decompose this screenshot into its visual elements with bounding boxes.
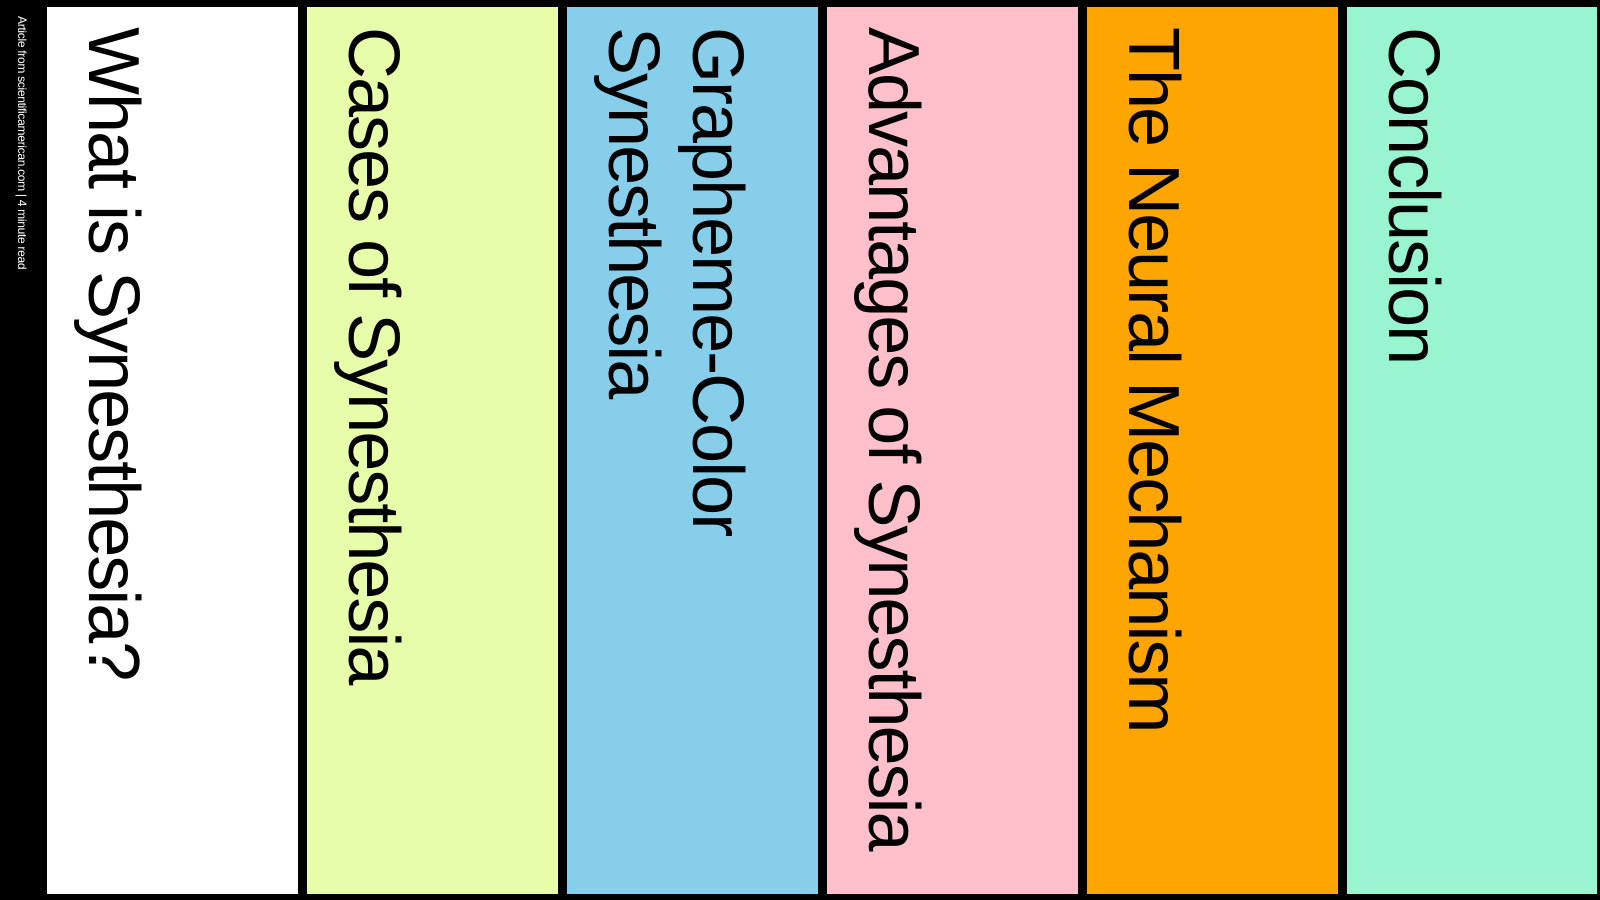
section-panel-conclusion[interactable]: Conclusion: [1347, 7, 1597, 894]
article-source-text: Article from scientificamerican.com | 4 …: [15, 16, 29, 270]
section-title: Grapheme-Color Synesthesia: [593, 27, 757, 536]
section-panel-advantages-of-synesthesia[interactable]: Advantages of Synesthesia: [827, 7, 1078, 894]
section-title: What is Synesthesia?: [73, 27, 153, 680]
section-panel-neural-mechanism[interactable]: The Neural Mechanism: [1087, 7, 1338, 894]
section-title: Advantages of Synesthesia: [853, 27, 933, 850]
section-panel-what-is-synesthesia[interactable]: What is Synesthesia?: [47, 7, 298, 894]
section-panel-grapheme-color-synesthesia[interactable]: Grapheme-Color Synesthesia: [567, 7, 818, 894]
section-title: Cases of Synesthesia: [333, 27, 413, 684]
section-title: The Neural Mechanism: [1113, 27, 1193, 732]
section-panels: What is Synesthesia? Cases of Synesthesi…: [47, 7, 1600, 894]
section-panel-cases-of-synesthesia[interactable]: Cases of Synesthesia: [307, 7, 558, 894]
article-source-caption: Article from scientificamerican.com | 4 …: [14, 16, 30, 336]
section-title: Conclusion: [1373, 27, 1453, 364]
